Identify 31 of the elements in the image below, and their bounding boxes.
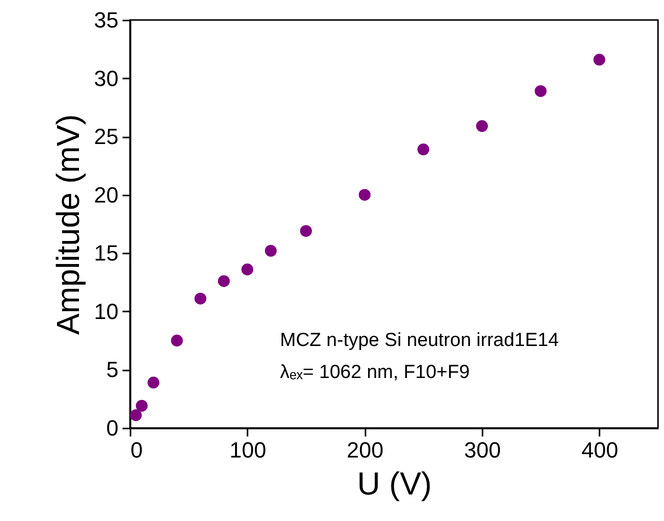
y-tick-label: 10 [94, 298, 118, 324]
point [136, 400, 148, 412]
y-tick-label: 25 [94, 124, 118, 150]
point [476, 120, 488, 132]
y-tick-label: 35 [94, 8, 118, 32]
point [148, 376, 160, 388]
point [194, 292, 206, 305]
point [593, 54, 606, 66]
x-tick-label: 300 [464, 438, 501, 462]
x-tick-label: 100 [229, 438, 266, 462]
point [534, 85, 547, 98]
x-axis-title: U (V) [357, 466, 432, 502]
point [300, 225, 312, 237]
point [264, 244, 277, 257]
y-tick-label: 0 [106, 416, 118, 440]
x-tick-label: 200 [346, 438, 384, 462]
y-tick-label: 30 [94, 66, 118, 91]
annotation: λₑₓ= 1062 nm, F10+F9 [280, 362, 470, 383]
y-tick-label: 5 [106, 357, 118, 382]
point [417, 143, 430, 156]
annotation: MCZ n-type Si neutron irrad1E14 [280, 330, 560, 351]
x-tick-label: 400 [581, 438, 618, 462]
y-tick-label: 15 [94, 240, 118, 266]
point [171, 334, 183, 346]
y-axis-title: Amplitude (mV) [50, 114, 86, 335]
point [218, 275, 230, 288]
y-tick-label: 20 [94, 182, 118, 208]
point [241, 264, 254, 276]
x-tick-label: 0 [130, 438, 143, 462]
point [358, 188, 371, 201]
point [130, 409, 142, 422]
